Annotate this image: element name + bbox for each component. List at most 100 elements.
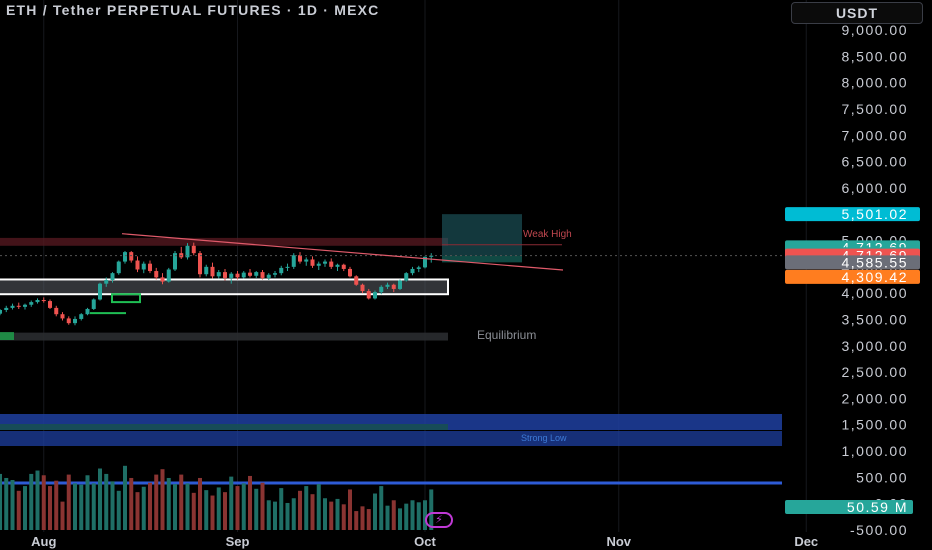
candle-body	[360, 284, 365, 292]
candle-body	[373, 292, 377, 299]
volume-bar	[348, 489, 352, 530]
candle-body	[260, 272, 265, 278]
equilibrium-zone	[0, 332, 448, 341]
candle-body	[66, 318, 71, 324]
volume-bar	[323, 498, 327, 530]
volume-bar	[298, 490, 302, 530]
volume-bar	[41, 475, 46, 530]
volume-bar	[198, 477, 202, 530]
candle-body	[229, 273, 234, 278]
candle-body	[73, 318, 77, 324]
weak-high-label: Weak High	[523, 229, 572, 240]
price-tag	[785, 269, 920, 284]
time-axis-label: Sep	[226, 534, 250, 549]
candle-body	[141, 263, 146, 270]
volume-bar	[241, 483, 246, 530]
volume-bar	[10, 480, 15, 530]
candle-body	[323, 261, 327, 264]
candle-body	[85, 308, 90, 315]
volume-bar	[379, 486, 384, 530]
candle-body	[298, 255, 302, 262]
volume-bar	[385, 505, 390, 530]
price-axis-label: 9,000.00	[842, 22, 909, 38]
trendline	[121, 233, 564, 271]
volume-bar	[160, 469, 165, 530]
volume-bar	[404, 503, 409, 530]
volume-tag-label: 50.59 M	[847, 499, 908, 515]
volume-bar	[354, 511, 359, 530]
volume-bar	[154, 474, 159, 530]
volume-bar	[310, 494, 315, 530]
candle-body	[223, 272, 227, 278]
candle-body	[279, 267, 284, 274]
time-axis-label: Aug	[31, 534, 56, 549]
volume-zone-band	[0, 424, 448, 430]
volume-bar	[16, 490, 21, 530]
volume-bar	[229, 476, 234, 530]
candle-body	[35, 300, 40, 303]
overlay-layer: Weak High Equilibrium Strong Low	[0, 229, 782, 443]
candle-body	[60, 314, 65, 319]
price-axis-label: 4,000.00	[842, 285, 909, 301]
candle-body	[41, 300, 46, 302]
volume-bar	[366, 509, 371, 530]
order-block	[111, 293, 141, 304]
candle-body	[429, 255, 434, 257]
time-axis[interactable]: Aug Sep Oct Nov Dec	[31, 534, 818, 549]
candle-body	[16, 305, 21, 307]
candle-body	[354, 276, 359, 285]
volume-bar	[216, 487, 221, 530]
volume-bar	[273, 501, 277, 530]
volume-bar	[73, 483, 77, 530]
price-tag	[785, 207, 920, 222]
position-target-zone	[442, 214, 522, 256]
volume-bar	[398, 508, 402, 530]
candle-body	[160, 277, 165, 282]
candle-body	[191, 245, 196, 254]
candle-body	[166, 269, 171, 282]
price-axis-label: 2,000.00	[842, 390, 909, 406]
candle-body	[316, 263, 321, 266]
volume-bar	[329, 501, 334, 530]
price-axis[interactable]: 9,000.00 8,500.00 8,000.00 7,500.00 7,000.00…	[842, 22, 909, 538]
candle-body	[304, 259, 309, 262]
volume-bar	[85, 475, 90, 530]
price-axis-label: 500.00	[856, 469, 908, 485]
volume-bar	[410, 500, 415, 530]
price-axis-label: 2,500.00	[842, 364, 909, 380]
candle-body	[366, 291, 371, 299]
candle-body	[110, 273, 115, 280]
volume-bar	[429, 489, 434, 530]
equilibrium-label: Equilibrium	[477, 328, 536, 342]
strong-low-zone-lower	[0, 431, 782, 446]
currency-button[interactable]: USDT	[791, 2, 923, 24]
candle-body	[104, 280, 109, 284]
candle-body	[341, 264, 346, 269]
candle-body	[310, 259, 315, 266]
candle-body	[385, 284, 390, 287]
time-axis-label: Dec	[794, 534, 818, 549]
candle-body	[335, 264, 340, 267]
volume-bar	[291, 498, 296, 530]
volume-bar	[391, 500, 396, 530]
candle-body	[348, 268, 352, 277]
volume-bar	[191, 492, 196, 530]
candle-body	[241, 272, 246, 278]
candle-body	[285, 266, 290, 268]
candle-body	[254, 272, 259, 276]
price-axis-label: 1,500.00	[842, 417, 909, 433]
candle-body	[98, 283, 102, 300]
volume-bar	[341, 504, 346, 530]
volume-bar	[210, 495, 215, 530]
price-axis-label: 8,000.00	[842, 75, 909, 91]
volume-bar	[185, 483, 190, 530]
bolt-icon[interactable]: ⚡	[425, 512, 453, 528]
candle-body	[398, 280, 402, 289]
candle-body	[23, 304, 27, 307]
position-entry-zone	[442, 255, 522, 263]
time-axis-label: Oct	[414, 534, 436, 549]
price-axis-label: 7,000.00	[842, 127, 909, 143]
volume-bar	[360, 506, 365, 530]
candle-body	[4, 307, 9, 310]
